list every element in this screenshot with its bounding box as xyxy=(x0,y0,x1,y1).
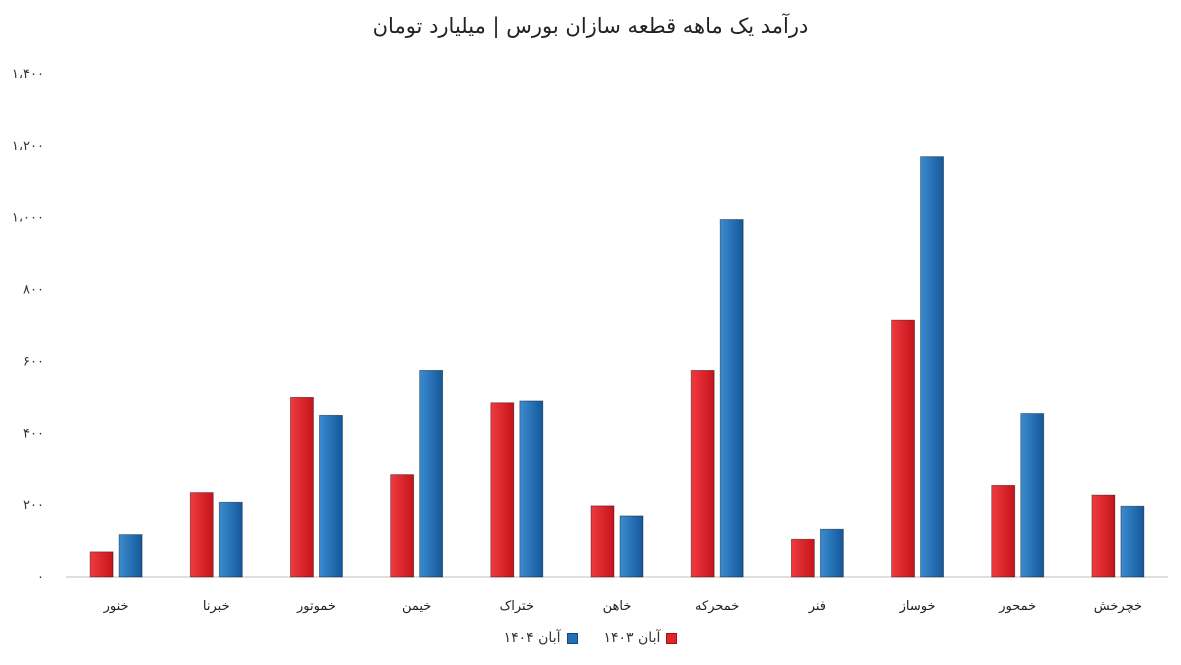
category-label: خچرخش xyxy=(1094,599,1142,614)
legend-label-series-1: آبان ۱۴۰۴ xyxy=(503,630,561,646)
bar-aban-1403-4 xyxy=(490,402,515,578)
y-tick-label: ۱،۴۰۰ xyxy=(12,67,44,82)
bar-aban-1403-8 xyxy=(891,319,915,578)
category-label: خمحور xyxy=(998,599,1036,614)
bar-aban-1403-0 xyxy=(89,551,114,578)
y-tick-label: ۰ xyxy=(37,570,44,585)
category-label: خیمن xyxy=(402,599,431,614)
category-label: خبرنا xyxy=(203,599,230,614)
category-label: خاهن xyxy=(603,599,632,614)
y-axis-ticks: ۰ ۲۰۰ ۴۰۰ ۶۰۰ ۸۰۰ ۱،۰۰۰ ۱،۲۰۰ ۱،۴۰۰ xyxy=(12,67,44,585)
bar-aban-1404-0 xyxy=(118,534,143,578)
bar-aban-1404-3 xyxy=(419,370,444,578)
y-tick-label: ۴۰۰ xyxy=(23,426,44,441)
bar-aban-1403-1 xyxy=(189,492,214,578)
category-label: خوساز xyxy=(899,599,936,614)
bar-aban-1404-5 xyxy=(619,515,644,578)
bar-aban-1404-2 xyxy=(319,414,343,578)
bar-aban-1403-7 xyxy=(790,538,815,578)
bar-aban-1403-3 xyxy=(390,474,415,578)
legend: آبان ۱۴۰۳ آبان ۱۴۰۴ xyxy=(0,630,1181,646)
y-tick-label: ۱،۰۰۰ xyxy=(12,211,44,226)
bar-aban-1404-8 xyxy=(920,156,944,578)
legend-item-series-0: آبان ۱۴۰۳ xyxy=(604,630,678,646)
bar-aban-1403-5 xyxy=(590,505,615,578)
bar-aban-1404-1 xyxy=(218,501,243,578)
category-label: ختراک xyxy=(500,599,534,614)
y-tick-label: ۱،۲۰۰ xyxy=(12,139,44,154)
bars xyxy=(89,156,1145,578)
legend-swatch-red xyxy=(666,632,678,644)
bar-aban-1404-6 xyxy=(719,219,744,578)
bar-aban-1403-2 xyxy=(290,396,314,578)
category-label: خنور xyxy=(103,599,129,614)
legend-item-series-1: آبان ۱۴۰۴ xyxy=(504,630,578,646)
bar-aban-1403-10 xyxy=(1091,494,1116,578)
category-labels: خنور خبرنا خموتور خیمن ختراک خاهن خمحرکه فنر خوس… xyxy=(103,599,1142,614)
bar-aban-1403-9 xyxy=(991,484,1016,578)
category-label: خمحرکه xyxy=(695,599,739,614)
bar-aban-1404-9 xyxy=(1020,413,1045,578)
bar-aban-1404-10 xyxy=(1120,505,1145,578)
category-label: فنر xyxy=(808,599,826,614)
y-tick-label: ۲۰۰ xyxy=(23,498,44,513)
legend-label-series-0: آبان ۱۴۰۳ xyxy=(603,630,661,646)
bar-aban-1404-7 xyxy=(819,528,844,578)
y-tick-label: ۸۰۰ xyxy=(23,283,44,298)
y-tick-label: ۶۰۰ xyxy=(23,354,44,369)
category-label: خموتور xyxy=(296,599,336,614)
bar-aban-1404-4 xyxy=(519,400,544,578)
legend-swatch-blue xyxy=(566,632,578,644)
chart-title: درآمد یک ماهه قطعه سازان بورس | میلیارد … xyxy=(372,14,809,38)
bar-aban-1403-6 xyxy=(690,370,715,578)
